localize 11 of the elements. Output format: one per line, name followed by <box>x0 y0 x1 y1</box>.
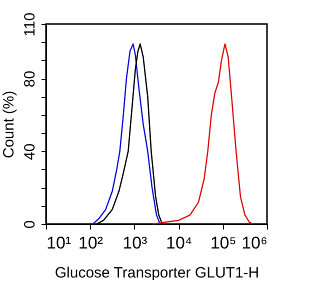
x-tick-label: 10² <box>78 234 104 252</box>
x-tick-label: 10³ <box>122 234 148 252</box>
x-tick-label: 10¹ <box>46 234 72 252</box>
x-tick-label: 10⁶ <box>242 234 268 252</box>
y-tick-label: 110 <box>22 12 38 36</box>
x-tick-label: 10⁴ <box>166 234 192 252</box>
y-tick-label: 40 <box>22 143 38 160</box>
y-axis-title: Count (%) <box>0 90 18 158</box>
y-tick-label: 80 <box>22 70 38 88</box>
x-tick-label: 10⁵ <box>210 234 236 252</box>
y-tick-label: 0 <box>22 220 38 229</box>
